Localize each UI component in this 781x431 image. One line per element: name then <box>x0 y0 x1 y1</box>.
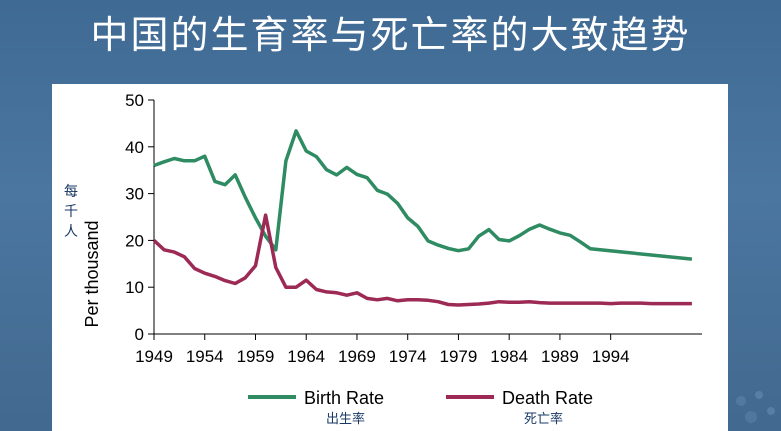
y-tick-label: 40 <box>125 138 144 157</box>
x-tick-label: 1964 <box>287 347 325 366</box>
y-tick-label: 30 <box>125 185 144 204</box>
x-ticks: 1949 1954 1959 1964 1969 1974 1979 1984 1989 1994 <box>135 334 630 366</box>
legend-label: Birth Rate <box>304 388 384 408</box>
x-tick-label: 1954 <box>186 347 224 366</box>
y-tick-label: 50 <box>125 91 144 110</box>
x-tick-label: 1989 <box>541 347 579 366</box>
y-axis-label: Per thousand <box>82 220 102 327</box>
x-tick-label: 1994 <box>592 347 630 366</box>
y-tick-label: 10 <box>125 278 144 297</box>
series-lines <box>152 129 693 307</box>
x-tick-label: 1959 <box>237 347 275 366</box>
legend: Birth Rate 出生率 Death Rate 死亡率 <box>248 388 593 427</box>
slide-title: 中国的生育率与死亡率的大致趋势 <box>90 13 691 57</box>
legend-label: Death Rate <box>502 388 593 408</box>
y-ticks: 0 10 20 30 40 50 <box>125 91 154 344</box>
x-tick-label: 1979 <box>440 347 478 366</box>
y-tick-label: 20 <box>125 231 144 250</box>
legend-label-chinese: 出生率 <box>326 411 365 427</box>
series-line-death-rate <box>152 213 692 307</box>
series-line-birth-rate <box>153 129 693 261</box>
y-axis-label-chinese: 每千人 <box>64 184 78 240</box>
x-tick-label: 1974 <box>389 347 427 366</box>
x-tick-label: 1949 <box>135 347 173 366</box>
x-tick-label: 1969 <box>338 347 376 366</box>
legend-label-chinese: 死亡率 <box>524 411 563 427</box>
line-chart: 0 10 20 30 40 50 1949 1954 1959 1964 1969 1974 1979… <box>64 91 702 427</box>
x-tick-label: 1984 <box>490 347 528 366</box>
chart-panel: 0 10 20 30 40 50 1949 1954 1959 1964 1969 1974 1979… <box>52 84 728 431</box>
decorative-dots <box>736 391 775 423</box>
y-tick-label: 0 <box>135 325 144 344</box>
